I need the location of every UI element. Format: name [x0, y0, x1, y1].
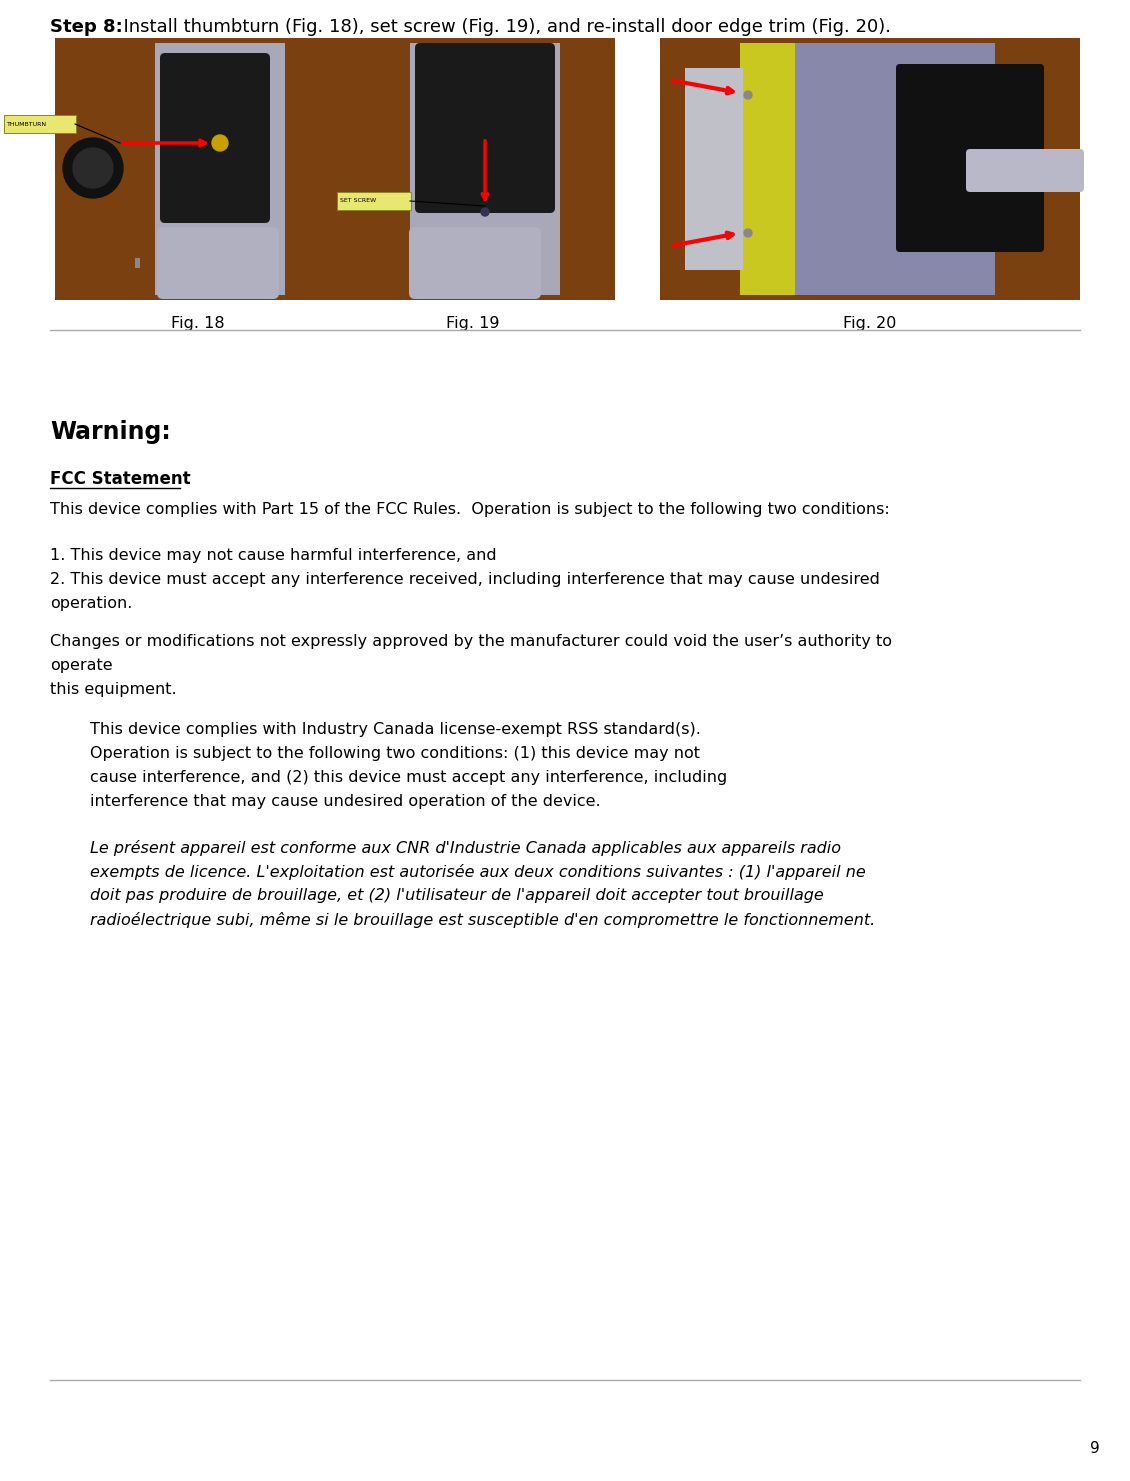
Circle shape	[744, 230, 751, 237]
Bar	[134, 258, 140, 268]
Text: Fig. 18: Fig. 18	[171, 315, 225, 330]
Bar	[660, 39, 1080, 301]
Bar	[685, 68, 744, 270]
Text: Changes or modifications not expressly approved by the manufacturer could void t: Changes or modifications not expressly a…	[50, 634, 892, 649]
Text: Operation is subject to the following two conditions: (1) this device may not: Operation is subject to the following tw…	[90, 746, 699, 761]
FancyBboxPatch shape	[415, 43, 555, 213]
Text: Warning:: Warning:	[50, 421, 171, 444]
Text: cause interference, and (2) this device must accept any interference, including: cause interference, and (2) this device …	[90, 770, 728, 785]
FancyBboxPatch shape	[160, 53, 270, 224]
Circle shape	[212, 135, 228, 151]
Bar	[155, 43, 285, 295]
Circle shape	[73, 148, 113, 188]
Text: This device complies with Industry Canada license-exempt RSS standard(s).: This device complies with Industry Canad…	[90, 723, 701, 738]
FancyBboxPatch shape	[157, 227, 279, 299]
Bar	[410, 43, 560, 295]
Bar	[55, 39, 340, 301]
Bar	[740, 43, 796, 295]
Text: doit pas produire de brouillage, et (2) l'utilisateur de l'appareil doit accepte: doit pas produire de brouillage, et (2) …	[90, 889, 824, 903]
Text: Fig. 20: Fig. 20	[843, 315, 897, 330]
Text: Le présent appareil est conforme aux CNR d'Industrie Canada applicables aux appa: Le présent appareil est conforme aux CNR…	[90, 840, 841, 856]
Text: FCC Statement: FCC Statement	[50, 469, 191, 489]
Text: 2. This device must accept any interference received, including interference tha: 2. This device must accept any interfere…	[50, 572, 880, 586]
Text: 9: 9	[1090, 1441, 1099, 1456]
FancyBboxPatch shape	[337, 193, 411, 210]
Bar	[796, 43, 996, 295]
FancyBboxPatch shape	[896, 64, 1044, 252]
Text: this equipment.: this equipment.	[50, 681, 176, 698]
FancyBboxPatch shape	[409, 227, 541, 299]
Text: This device complies with Part 15 of the FCC Rules.  Operation is subject to the: This device complies with Part 15 of the…	[50, 502, 889, 517]
Text: Install thumbturn (Fig. 18), set screw (Fig. 19), and re-install door edge trim : Install thumbturn (Fig. 18), set screw (…	[112, 18, 890, 36]
FancyBboxPatch shape	[966, 150, 1084, 193]
Text: Step 8:: Step 8:	[50, 18, 123, 36]
Text: exempts de licence. L'exploitation est autorisée aux deux conditions suivantes :: exempts de licence. L'exploitation est a…	[90, 863, 866, 880]
FancyBboxPatch shape	[5, 116, 76, 133]
Text: radioélectrique subi, même si le brouillage est susceptible d'en compromettre le: radioélectrique subi, même si le brouill…	[90, 912, 876, 929]
Text: interference that may cause undesired operation of the device.: interference that may cause undesired op…	[90, 794, 601, 809]
Text: Fig. 19: Fig. 19	[445, 315, 499, 330]
Text: operate: operate	[50, 658, 113, 672]
Circle shape	[744, 90, 751, 99]
Text: THUMBTURN: THUMBTURN	[7, 123, 47, 127]
Circle shape	[481, 207, 489, 216]
Text: SET SCREW: SET SCREW	[340, 198, 376, 203]
Bar	[330, 39, 615, 301]
Text: 1. This device may not cause harmful interference, and: 1. This device may not cause harmful int…	[50, 548, 496, 563]
Circle shape	[63, 138, 123, 198]
Text: operation.: operation.	[50, 595, 132, 612]
